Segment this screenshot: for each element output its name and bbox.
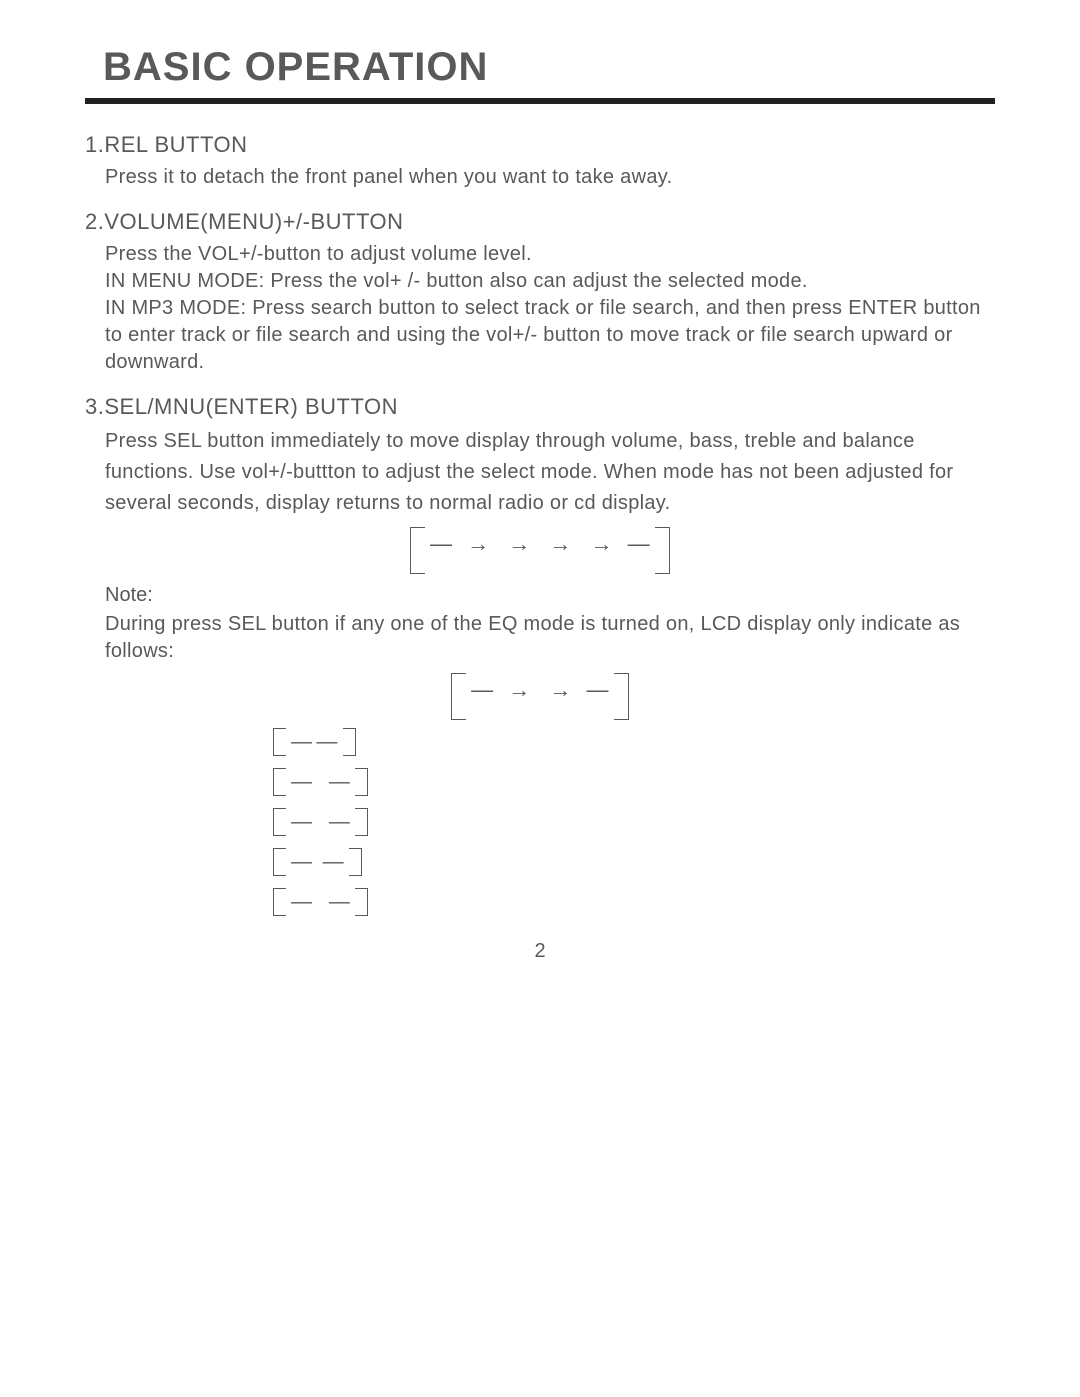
mode-box: ——	[273, 728, 356, 756]
mode-box: — —	[273, 808, 368, 836]
section-volume-button: 2.VOLUME(MENU)+/-BUTTON Press the VOL+/-…	[85, 209, 995, 376]
mode-content: ——	[289, 730, 340, 754]
title-rule: BASIC OPERATION	[85, 45, 995, 104]
section-body: Press it to detach the front panel when …	[105, 164, 995, 191]
note-label: Note:	[105, 584, 995, 607]
mode-row-eq: ——	[143, 728, 995, 756]
mode-box: — —	[273, 848, 362, 876]
cycle-box: — → → —	[451, 673, 629, 720]
mode-row-mult: — —	[143, 808, 995, 836]
sel-cycle-diagram-eq: — → → —	[85, 673, 995, 720]
section-body: IN MP3 MODE: Press search button to sele…	[105, 295, 995, 376]
manual-page: BASIC OPERATION 1.REL BUTTON Press it to…	[0, 0, 1080, 1397]
section-head: 2.VOLUME(MENU)+/-BUTTON	[85, 209, 995, 235]
mode-content: — —	[289, 810, 352, 834]
section-head: 1.REL BUTTON	[85, 132, 995, 158]
section-head: 3.SEL/MNU(ENTER) BUTTON	[85, 394, 995, 420]
mode-row-esp: — —	[143, 768, 995, 796]
page-number: 2	[85, 940, 995, 963]
section-body: IN MENU MODE: Press the vol+ /- button a…	[105, 268, 995, 295]
mode-box: — —	[273, 888, 368, 916]
mode-content: — —	[289, 850, 346, 874]
cycle-main-row: — → → —	[469, 677, 611, 703]
mode-row-beep: — —	[143, 888, 995, 916]
cycle-sub-row	[428, 555, 652, 570]
mode-content: — —	[289, 890, 352, 914]
cycle-sub-row	[469, 701, 611, 716]
cycle-box: — → → → → —	[410, 527, 670, 574]
mode-row-woofer: — —	[143, 848, 995, 876]
cycle-main-row: — → → → → —	[428, 531, 652, 557]
section-rel-button: 1.REL BUTTON Press it to detach the fron…	[85, 132, 995, 191]
mode-content: — —	[289, 770, 352, 794]
mode-cycle-table: —— — — — — — —	[143, 728, 995, 916]
sel-cycle-diagram: — → → → → —	[85, 527, 995, 574]
section-sel-mnu-button: 3.SEL/MNU(ENTER) BUTTON Press SEL button…	[85, 394, 995, 519]
mode-box: — —	[273, 768, 368, 796]
note-body: During press SEL button if any one of th…	[105, 611, 995, 665]
page-title: BASIC OPERATION	[103, 45, 995, 90]
lettered-list: —— — — — — — —	[85, 728, 995, 916]
section-body: Press SEL button immediately to move dis…	[105, 426, 995, 519]
section-body: Press the VOL+/-button to adjust volume …	[105, 241, 995, 268]
